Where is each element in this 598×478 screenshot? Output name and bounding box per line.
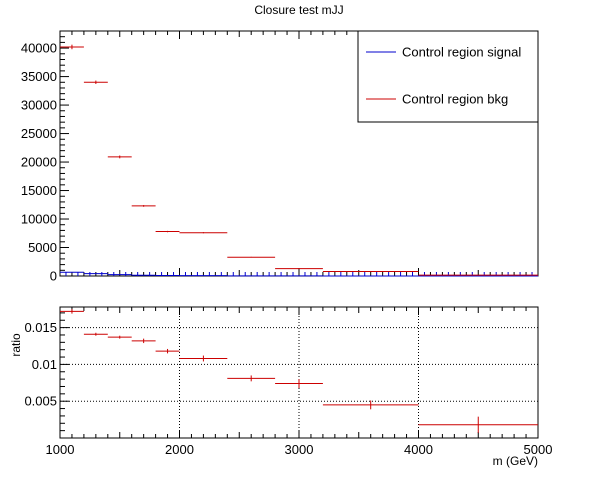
legend-label-bkg: Control region bkg	[402, 92, 508, 107]
y-tick-label: 30000	[21, 98, 57, 113]
x-tick-label: 2000	[165, 442, 194, 457]
legend: Control region signal Control region bkg	[357, 30, 539, 123]
y-tick-label: 35000	[21, 69, 57, 84]
y-tick-label: 10000	[21, 212, 57, 227]
ratio-y-axis-label: ratio	[9, 333, 23, 357]
y-tick-label: 15000	[21, 183, 57, 198]
x-tick-label: 4000	[404, 442, 433, 457]
x-tick-label: 1000	[46, 442, 75, 457]
ratio-series-group	[60, 309, 538, 433]
ratio-y-axis: 0.005 0.01 0.015	[24, 312, 69, 432]
ratio-grid	[60, 307, 538, 438]
y-tick-label: 0	[50, 269, 57, 284]
y-tick-label: 0.005	[24, 394, 57, 409]
main-series-group	[60, 44, 538, 277]
x-axis-label: m (GeV)	[493, 454, 538, 468]
main-y-axis: 0 5000 10000 15000 20000 25000 30000 35000 40000	[21, 30, 69, 284]
y-tick-label: 0.015	[24, 320, 57, 335]
y-tick-label: 0.01	[32, 357, 57, 372]
y-tick-label: 20000	[21, 155, 57, 170]
ratio-x-axis: 1000 2000 3000 4000 5000	[46, 307, 553, 457]
legend-label-signal: Control region signal	[402, 45, 521, 60]
x-tick-label: 3000	[285, 442, 314, 457]
x-tick-label: 5000	[524, 442, 553, 457]
y-tick-label: 5000	[28, 240, 57, 255]
main-plot-panel: 0 5000 10000 15000 20000 25000 30000 35000 40000…	[21, 30, 539, 284]
chart-title: Closure test mJJ	[254, 3, 343, 17]
y-tick-label: 25000	[21, 126, 57, 141]
y-tick-label: 40000	[21, 41, 57, 56]
legend-box	[357, 30, 539, 123]
ratio-plot-panel: 0.005 0.01 0.015 1000 2000 3000 4000 5000 rati…	[9, 306, 553, 468]
